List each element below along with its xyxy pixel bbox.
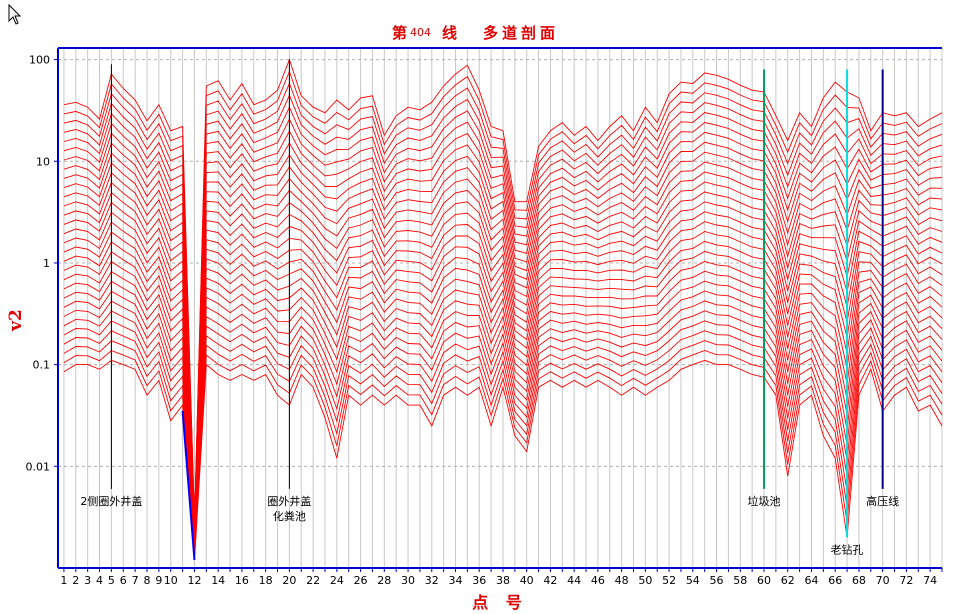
x-tick-label: 70: [876, 574, 890, 587]
x-tick-labels: 1 2 3 4 5 6 7 8 9 10 12 14 16 18 20 22 24 26 28 30 32 34 36 38 4…: [60, 568, 943, 587]
x-tick-label: 56: [710, 574, 724, 587]
profile-channel-line: [63, 300, 943, 552]
x-tick-label: 28: [377, 574, 391, 587]
profile-channel-line: [63, 191, 943, 537]
profile-channel-line: [63, 130, 943, 528]
x-tick-label: 40: [520, 574, 534, 587]
x-tick-label: 9: [155, 574, 162, 587]
x-tick-label: 5: [108, 574, 115, 587]
profile-channel-line: [63, 250, 943, 545]
x-tick-label: 12: [187, 574, 201, 587]
x-tick-label: 2: [72, 574, 79, 587]
profile-channel-line: [63, 231, 943, 542]
y-tick-label: 0.01: [26, 460, 51, 473]
x-tick-label: 24: [330, 574, 344, 587]
x-tick-label: 54: [686, 574, 700, 587]
x-axis-label: 点 号: [472, 593, 528, 612]
x-tick-label: 4: [96, 574, 103, 587]
profile-channel-line: [63, 320, 943, 555]
profile-channel-line: [63, 106, 943, 526]
profile-channel-line: [63, 58, 943, 520]
mouse-cursor-icon: [8, 4, 22, 25]
x-tick-label: 60: [757, 574, 771, 587]
profile-channel-line: [63, 260, 943, 547]
profile-channel-line: [63, 171, 943, 534]
chart-title: 第 404 线 多道剖面: [392, 24, 559, 42]
marker-label: 垃圾池: [748, 494, 781, 508]
title-subtitle: 多道剖面: [483, 24, 559, 42]
x-tick-label: 48: [615, 574, 629, 587]
x-tick-label: 1: [60, 574, 67, 587]
x-tick-label: 30: [401, 574, 415, 587]
profile-channel-line: [63, 340, 943, 558]
x-tick-label: 72: [899, 574, 913, 587]
profile-channel-line: [63, 118, 943, 527]
profile-channel-line: [63, 70, 943, 521]
profile-channel-line: [63, 240, 943, 544]
profile-channel-line: [63, 201, 943, 538]
x-tick-label: 64: [804, 574, 818, 587]
marker-label: 2侧圈外井盖: [80, 494, 142, 508]
x-tick-label: 58: [733, 574, 747, 587]
profile-channel-line: [63, 211, 943, 540]
x-tick-label: 6: [120, 574, 127, 587]
y-tick-label: 10: [36, 155, 50, 168]
title-line-number: 404: [410, 26, 431, 39]
x-tick-label: 44: [567, 574, 581, 587]
profile-channel-line: [63, 141, 943, 530]
y-axis-label: v2: [6, 309, 26, 332]
marker-label: 圈外井盖: [267, 494, 311, 508]
x-tick-label: 10: [164, 574, 178, 587]
y-tick-labels: 100 10 1 0.1 0.01: [26, 54, 58, 473]
marker-label: 高压线: [866, 494, 899, 508]
profile-channel-line: [63, 270, 943, 548]
x-tick-label: 46: [591, 574, 605, 587]
profile-channel-line: [63, 181, 943, 535]
profile-channel-line: [63, 161, 943, 533]
x-tick-label: 3: [84, 574, 91, 587]
profile-channel-line: [63, 290, 943, 551]
profile-channel-line: [63, 280, 943, 549]
x-tick-label: 74: [923, 574, 937, 587]
profile-channel-line: [63, 310, 943, 554]
x-tick-label: 16: [235, 574, 249, 587]
profile-channel-line: [63, 82, 943, 523]
x-tick-label: 36: [472, 574, 486, 587]
x-tick-label: 34: [449, 574, 463, 587]
x-tick-label: 68: [852, 574, 866, 587]
profile-channel-line: [63, 221, 943, 541]
y-tick-label: 1: [43, 257, 50, 270]
axes: [57, 47, 942, 569]
x-tick-label: 66: [828, 574, 842, 587]
profile-channel-line: [63, 330, 943, 556]
x-tick-label: 38: [496, 574, 510, 587]
marker-label: 老钻孔: [831, 542, 864, 556]
profile-channel-line: [63, 359, 943, 560]
profile-channel-line: [63, 94, 943, 524]
x-tick-label: 22: [306, 574, 320, 587]
x-tick-label: 20: [282, 574, 296, 587]
title-suffix: 线: [442, 24, 457, 42]
x-tick-label: 14: [211, 574, 225, 587]
x-tick-label: 50: [638, 574, 652, 587]
profile-lines: [63, 58, 943, 561]
profile-channel-line: [63, 350, 943, 559]
y-tick-label: 100: [29, 54, 50, 67]
y-tick-label: 0.1: [33, 359, 51, 372]
x-tick-label: 32: [425, 574, 439, 587]
x-tick-label: 52: [662, 574, 676, 587]
marker-label: 化粪池: [273, 509, 306, 523]
x-tick-label: 42: [543, 574, 557, 587]
x-tick-label: 7: [132, 574, 139, 587]
title-prefix: 第: [392, 24, 407, 42]
profile-channel-line: [63, 151, 943, 531]
x-tick-label: 18: [259, 574, 273, 587]
x-tick-label: 8: [143, 574, 150, 587]
blue-profile-segment: [181, 410, 196, 561]
x-tick-label: 26: [354, 574, 368, 587]
x-tick-label: 62: [781, 574, 795, 587]
